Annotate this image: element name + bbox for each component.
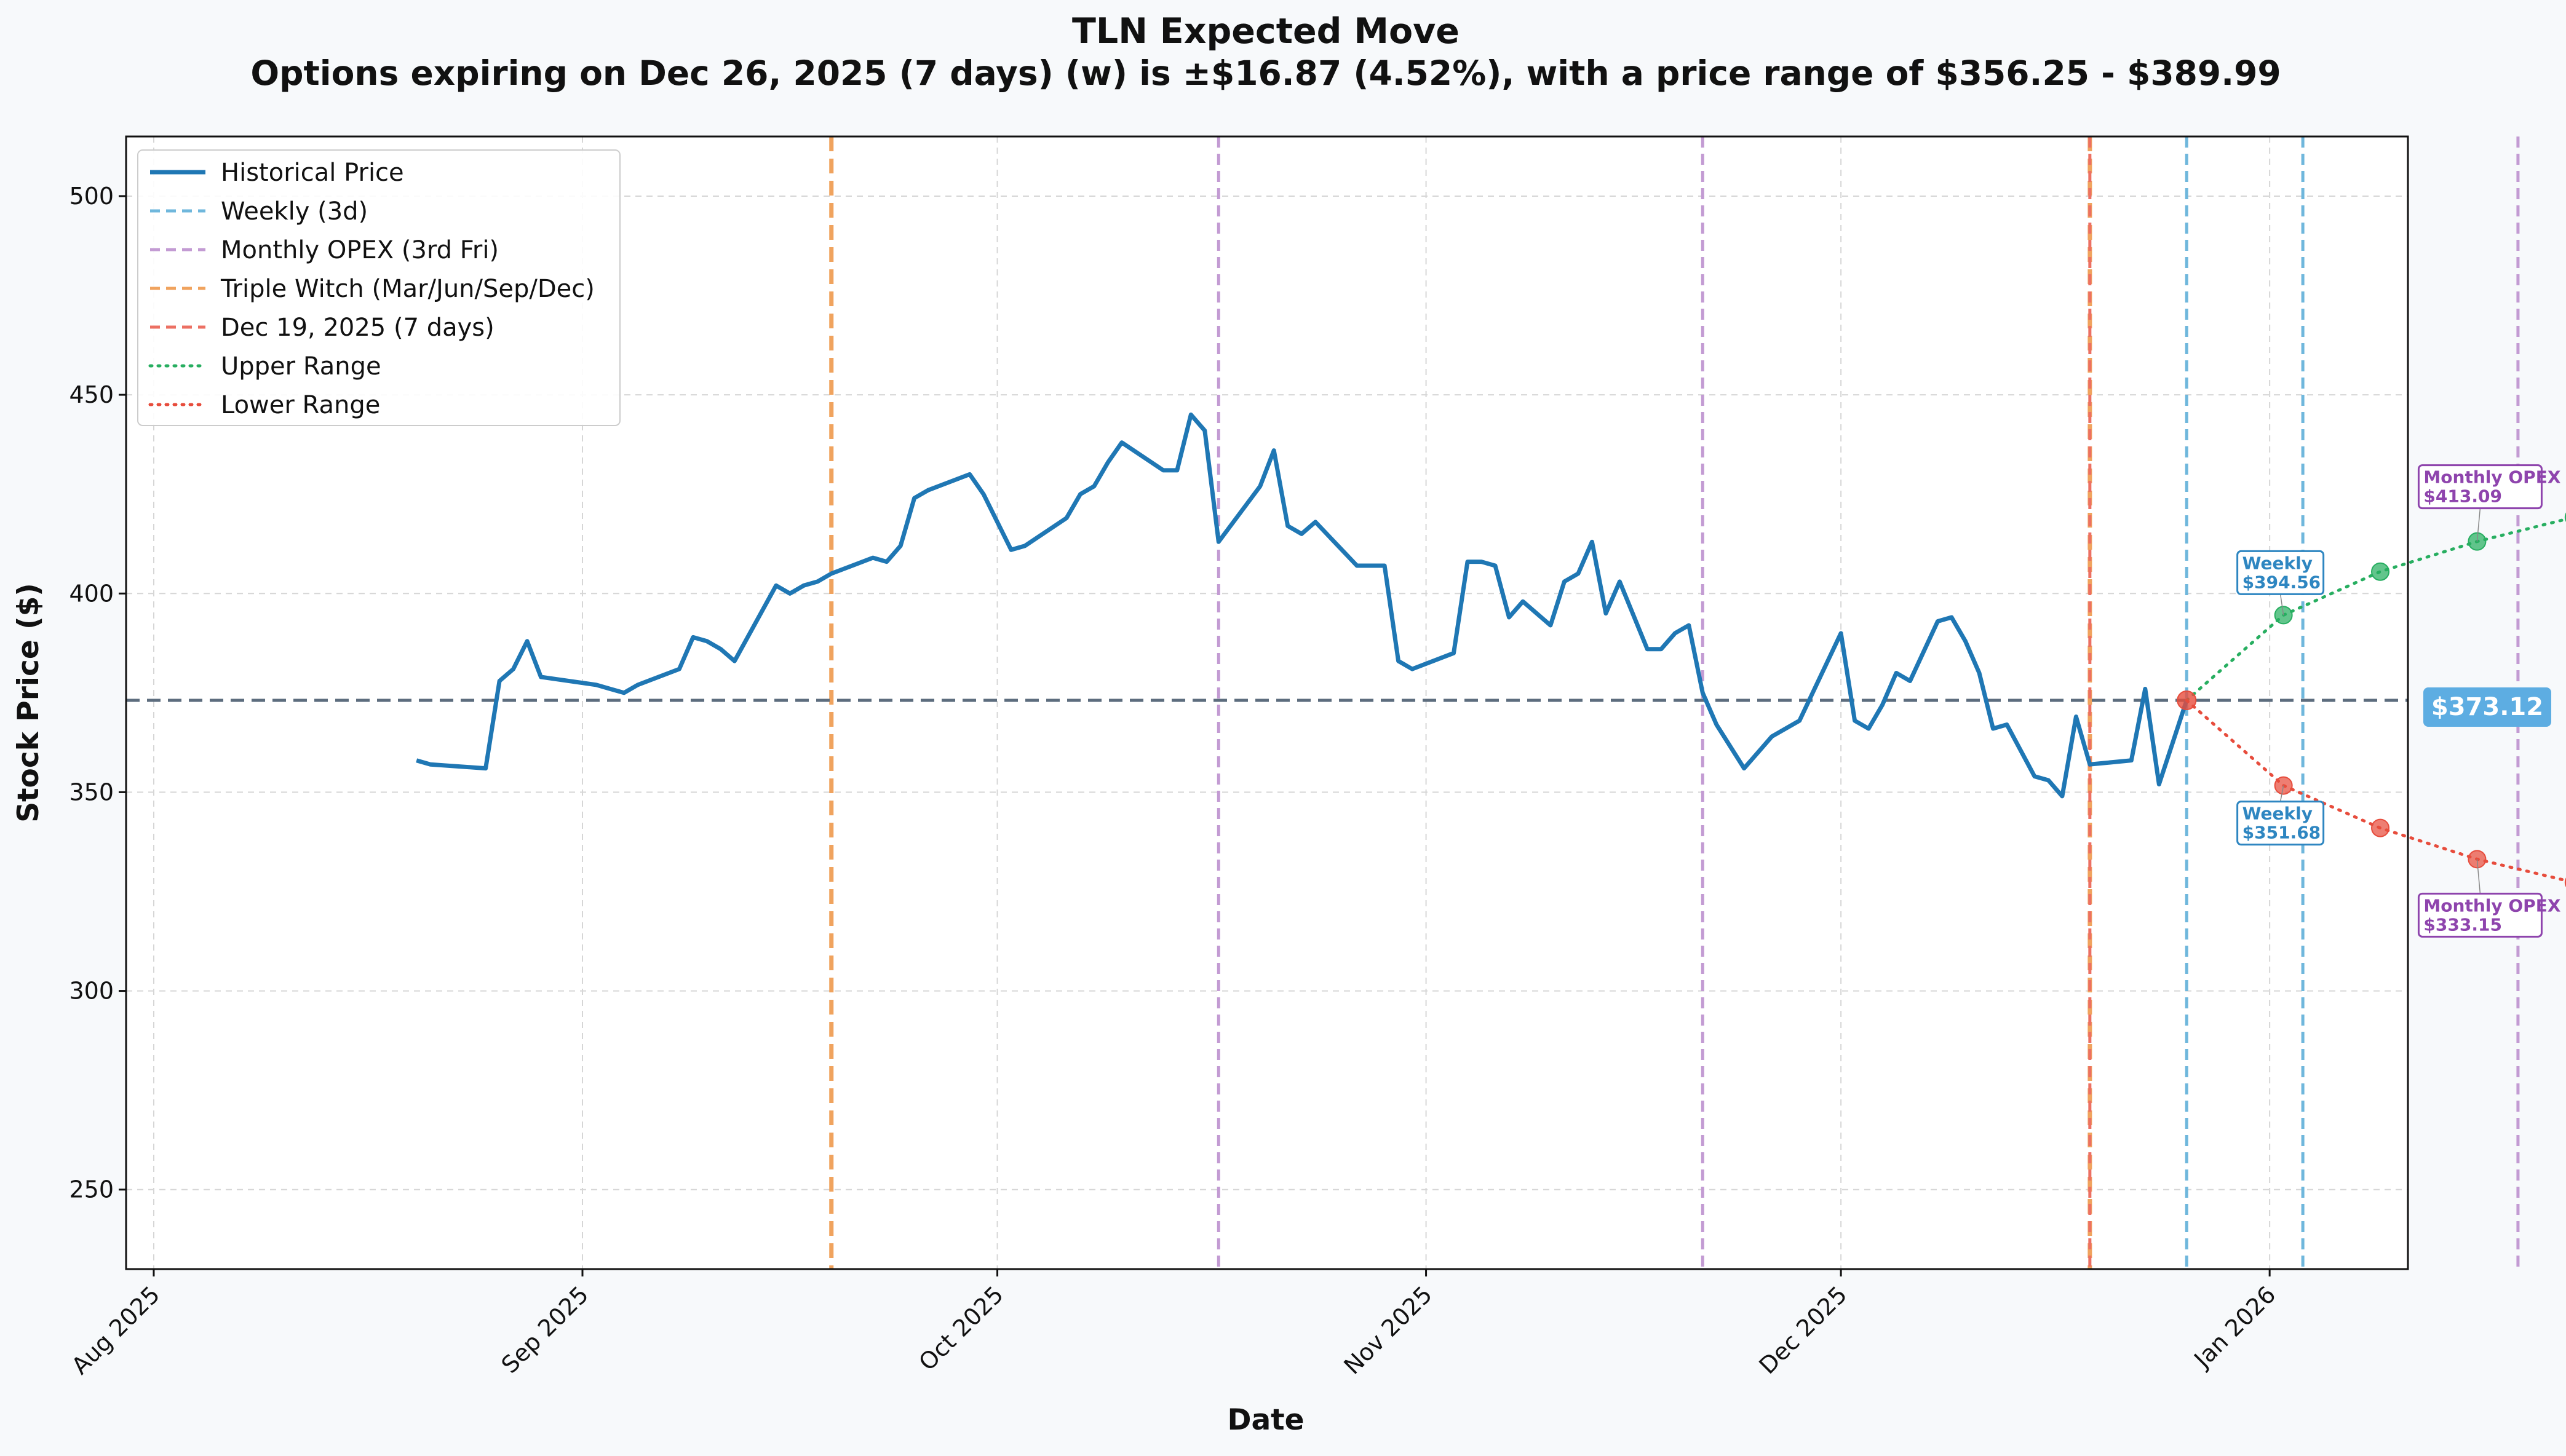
y-tick-label: 300 bbox=[69, 978, 114, 1005]
series-layer bbox=[126, 412, 2566, 887]
annotation-leader bbox=[2279, 785, 2284, 802]
weekly-callout-title: Weekly bbox=[2242, 804, 2313, 824]
monthly-callout-title: Monthly OPEX bbox=[2423, 895, 2560, 916]
legend-label-current: Dec 19, 2025 (7 days) bbox=[221, 314, 495, 342]
monthly-callout-box bbox=[2417, 464, 2543, 510]
plot-frame bbox=[125, 135, 2409, 1270]
legend-label-historical: Historical Price bbox=[221, 159, 404, 187]
chart-subtitle: Options expiring on Dec 26, 2025 (7 days… bbox=[250, 53, 2281, 93]
weekly-callout-title: Weekly bbox=[2242, 553, 2313, 573]
legend-label-monthly: Monthly OPEX (3rd Fri) bbox=[221, 236, 499, 264]
y-tick-label: 450 bbox=[69, 381, 114, 408]
monthly-callout-value: $333.15 bbox=[2423, 914, 2502, 935]
current-price-point bbox=[2177, 690, 2197, 710]
upper-range-point bbox=[2371, 562, 2390, 581]
weekly-callout-value: $394.56 bbox=[2242, 572, 2321, 592]
annotation-leader bbox=[2476, 508, 2481, 542]
annotation-leader bbox=[2279, 594, 2284, 615]
chart-title: TLN Expected Move bbox=[1072, 11, 1460, 52]
y-tick-label: 400 bbox=[69, 580, 114, 607]
current-price-tag-text: $373.12 bbox=[2431, 693, 2543, 721]
y-tick-label: 250 bbox=[69, 1176, 114, 1203]
monthly-callout-title: Monthly OPEX bbox=[2423, 467, 2560, 488]
y-tick-label: 350 bbox=[69, 778, 114, 805]
weekly-callout-value: $351.68 bbox=[2242, 823, 2321, 843]
annotation-leader bbox=[2476, 859, 2481, 894]
expiration-lines bbox=[829, 136, 2520, 1269]
monthly-callout-value: $413.09 bbox=[2423, 486, 2502, 507]
lower-range-point bbox=[2371, 818, 2390, 837]
historical-price-line bbox=[416, 412, 2189, 799]
legend-label-lower: Lower Range bbox=[221, 391, 380, 419]
y-axis-ticks: 250 300 350 400 450 500 bbox=[69, 183, 126, 1203]
legend-label-triple: Triple Witch (Mar/Jun/Sep/Dec) bbox=[220, 275, 595, 303]
current-price-tag-box bbox=[2423, 687, 2551, 727]
weekly-callout-box bbox=[2236, 801, 2325, 846]
y-axis-label: Stock Price ($) bbox=[12, 583, 46, 823]
legend-label-weekly: Weekly (3d) bbox=[221, 197, 368, 226]
y-tick-label: 500 bbox=[69, 183, 114, 210]
legend-label-upper: Upper Range bbox=[221, 352, 381, 381]
legend-box bbox=[137, 149, 621, 426]
current-price-tag: $373.12 bbox=[2423, 687, 2551, 727]
legend: Historical Price Weekly (3d) Monthly OPEX … bbox=[137, 149, 621, 426]
weekly-callout-box bbox=[2236, 550, 2325, 595]
x-axis-label: Date bbox=[1227, 1403, 1304, 1437]
monthly-callout-box bbox=[2417, 892, 2543, 938]
